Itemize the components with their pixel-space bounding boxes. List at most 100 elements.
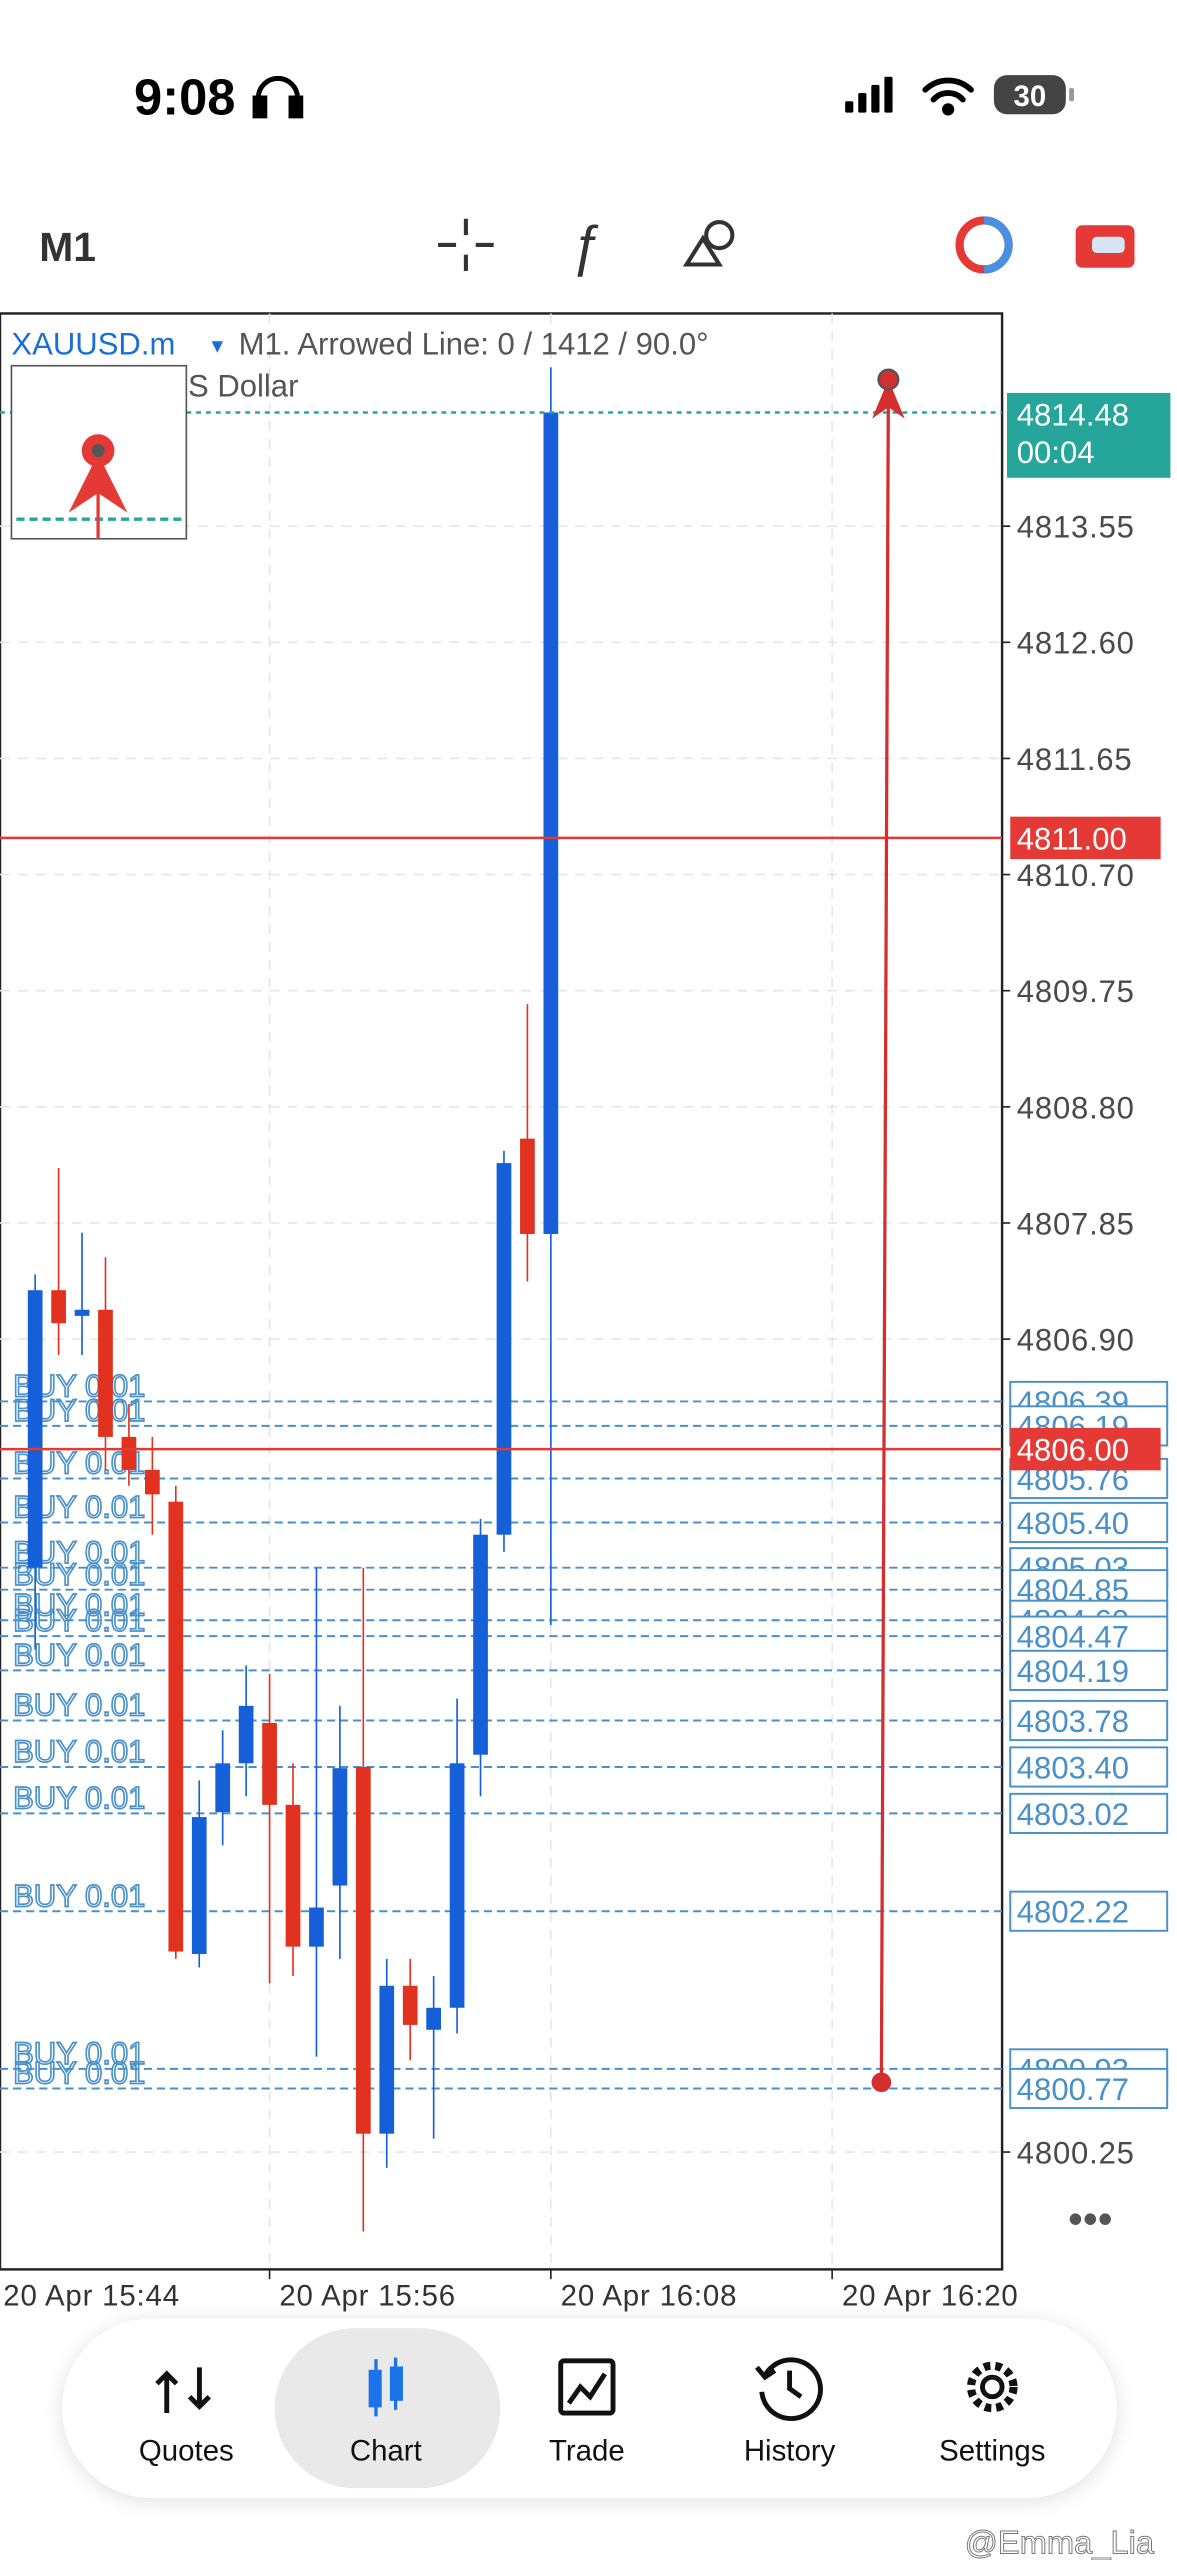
arrowhead bbox=[872, 379, 905, 419]
order-price-box bbox=[1009, 1501, 1169, 1544]
clock: 9:08 bbox=[134, 68, 235, 125]
tabs: Quotes Chart Trade History Settings bbox=[139, 2357, 1045, 2468]
order-price-box bbox=[1009, 1890, 1169, 1932]
candle-body bbox=[285, 1804, 301, 1947]
order-label: BUY 0.01 bbox=[13, 1688, 145, 1723]
wifi-icon bbox=[922, 77, 974, 116]
order-price-label: 4800.77 bbox=[1017, 2072, 1129, 2107]
order-label: BUY 0.01 bbox=[13, 1603, 145, 1638]
icon-shape bbox=[759, 2357, 823, 2422]
order-price-label: 4805.40 bbox=[1017, 1506, 1129, 1541]
arrowed-line-end bbox=[877, 368, 900, 391]
tab-label: Quotes bbox=[139, 2434, 234, 2467]
timeframe[interactable]: M1 bbox=[39, 224, 96, 270]
candle-body bbox=[27, 1290, 43, 1568]
candle-body bbox=[121, 1436, 137, 1470]
battery bbox=[993, 75, 1066, 115]
order-label: BUY 0.01 bbox=[13, 1781, 145, 1816]
tab-icon bbox=[966, 2361, 1018, 2413]
icon-shape bbox=[754, 2365, 777, 2381]
candle-body bbox=[168, 1501, 184, 1952]
price-line-label: 4811.00 bbox=[1017, 821, 1127, 856]
arrowed-line-start bbox=[871, 2072, 892, 2093]
chart-subtitle: M1. Arrowed Line: 0 / 1412 / 90.0° bbox=[239, 326, 709, 361]
symbol[interactable]: XAUUSD.m bbox=[11, 326, 175, 361]
order-price-label: 4804.47 bbox=[1017, 1620, 1129, 1655]
order-price-label: 4803.02 bbox=[1017, 1797, 1129, 1832]
tab-2[interactable]: Trade bbox=[549, 2358, 625, 2468]
tab-1[interactable]: Chart bbox=[350, 2357, 422, 2468]
tab-label: Trade bbox=[549, 2434, 625, 2467]
tab-label: Chart bbox=[350, 2434, 422, 2467]
candle-body bbox=[473, 1534, 488, 1755]
price-line-box bbox=[1010, 816, 1161, 860]
icon-shape bbox=[155, 2367, 211, 2414]
candle-body bbox=[145, 1469, 160, 1495]
trade-button[interactable] bbox=[1075, 225, 1135, 268]
order-price-label: 4802.22 bbox=[1017, 1895, 1129, 1930]
candle-body bbox=[402, 1985, 418, 2025]
candle-body bbox=[543, 412, 559, 1234]
tab-icon bbox=[155, 2367, 211, 2414]
order-price-label: 4804.19 bbox=[1017, 1654, 1129, 1689]
tab-bar bbox=[62, 2318, 1117, 2498]
candle-body bbox=[379, 1985, 395, 2134]
icon-shape bbox=[787, 2370, 803, 2399]
account-button[interactable] bbox=[955, 216, 1013, 274]
order-label: BUY 0.01 bbox=[13, 2056, 145, 2091]
symbol-description: S Dollar bbox=[188, 369, 298, 404]
price-line-box bbox=[1010, 1427, 1161, 1471]
y-tick-label: 4807.85 bbox=[1017, 1206, 1135, 1241]
candle-body bbox=[215, 1763, 231, 1813]
order-price-label: 4803.40 bbox=[1017, 1750, 1129, 1785]
axes: 4800.25 4806.90 4807.85 4808.80 4809.75 4810.… bbox=[3, 392, 1171, 2312]
order-price-box bbox=[1009, 2067, 1169, 2110]
icon-shape bbox=[566, 2372, 607, 2405]
order-label: BUY 0.01 bbox=[13, 2036, 145, 2071]
candle-body bbox=[309, 1907, 324, 1947]
indicators-button[interactable]: ƒ bbox=[570, 215, 601, 278]
bid-box bbox=[1006, 392, 1171, 478]
y-tick-label: 4811.65 bbox=[1017, 742, 1133, 777]
arrowed-line bbox=[879, 379, 891, 2083]
bid-label: 4814.48 bbox=[1017, 398, 1129, 433]
tab-icon bbox=[368, 2357, 403, 2417]
order-price-label: 4803.78 bbox=[1017, 1704, 1129, 1739]
candle-body bbox=[520, 1138, 535, 1234]
y-tick-label: 4809.75 bbox=[1017, 974, 1135, 1009]
order-price-box bbox=[1009, 1699, 1169, 1742]
candle-body bbox=[426, 2007, 442, 2030]
candle-body bbox=[51, 1290, 66, 1324]
object-preview bbox=[10, 364, 188, 540]
candle-body bbox=[74, 1309, 90, 1316]
x-tick-label: 20 Apr 16:08 bbox=[561, 2279, 738, 2312]
symbol-dropdown[interactable]: ▼ bbox=[208, 336, 227, 358]
tab-3[interactable]: History bbox=[744, 2357, 836, 2468]
bid-timer: 00:04 bbox=[1017, 435, 1095, 470]
y-tick-label: 4810.70 bbox=[1017, 858, 1135, 893]
tab-label: History bbox=[744, 2434, 836, 2467]
more-button[interactable]: ••• bbox=[1068, 2195, 1113, 2242]
watermark: @Emma_Lia bbox=[965, 2523, 1155, 2560]
crosshair-button[interactable] bbox=[438, 218, 494, 272]
tab-4[interactable]: Settings bbox=[939, 2361, 1045, 2468]
battery-level: 30 bbox=[1014, 80, 1047, 113]
icon-shape bbox=[558, 2358, 616, 2416]
tab-0[interactable]: Quotes bbox=[139, 2367, 234, 2467]
candle-body bbox=[449, 1763, 465, 2008]
candle-body bbox=[238, 1705, 254, 1764]
y-tick-label: 4812.60 bbox=[1017, 626, 1135, 661]
order-label: BUY 0.01 bbox=[13, 1734, 145, 1769]
y-tick-label: 4813.55 bbox=[1017, 510, 1135, 545]
objects-button[interactable] bbox=[682, 220, 735, 267]
icon-shape bbox=[966, 2361, 1018, 2413]
y-tick-label: 4808.80 bbox=[1017, 1090, 1135, 1125]
icon-shape bbox=[980, 2374, 1005, 2400]
candle-body bbox=[262, 1722, 277, 1805]
order-price-box bbox=[1009, 1746, 1169, 1788]
x-tick-label: 20 Apr 16:20 bbox=[842, 2279, 1019, 2312]
candle-body bbox=[332, 1768, 348, 1886]
